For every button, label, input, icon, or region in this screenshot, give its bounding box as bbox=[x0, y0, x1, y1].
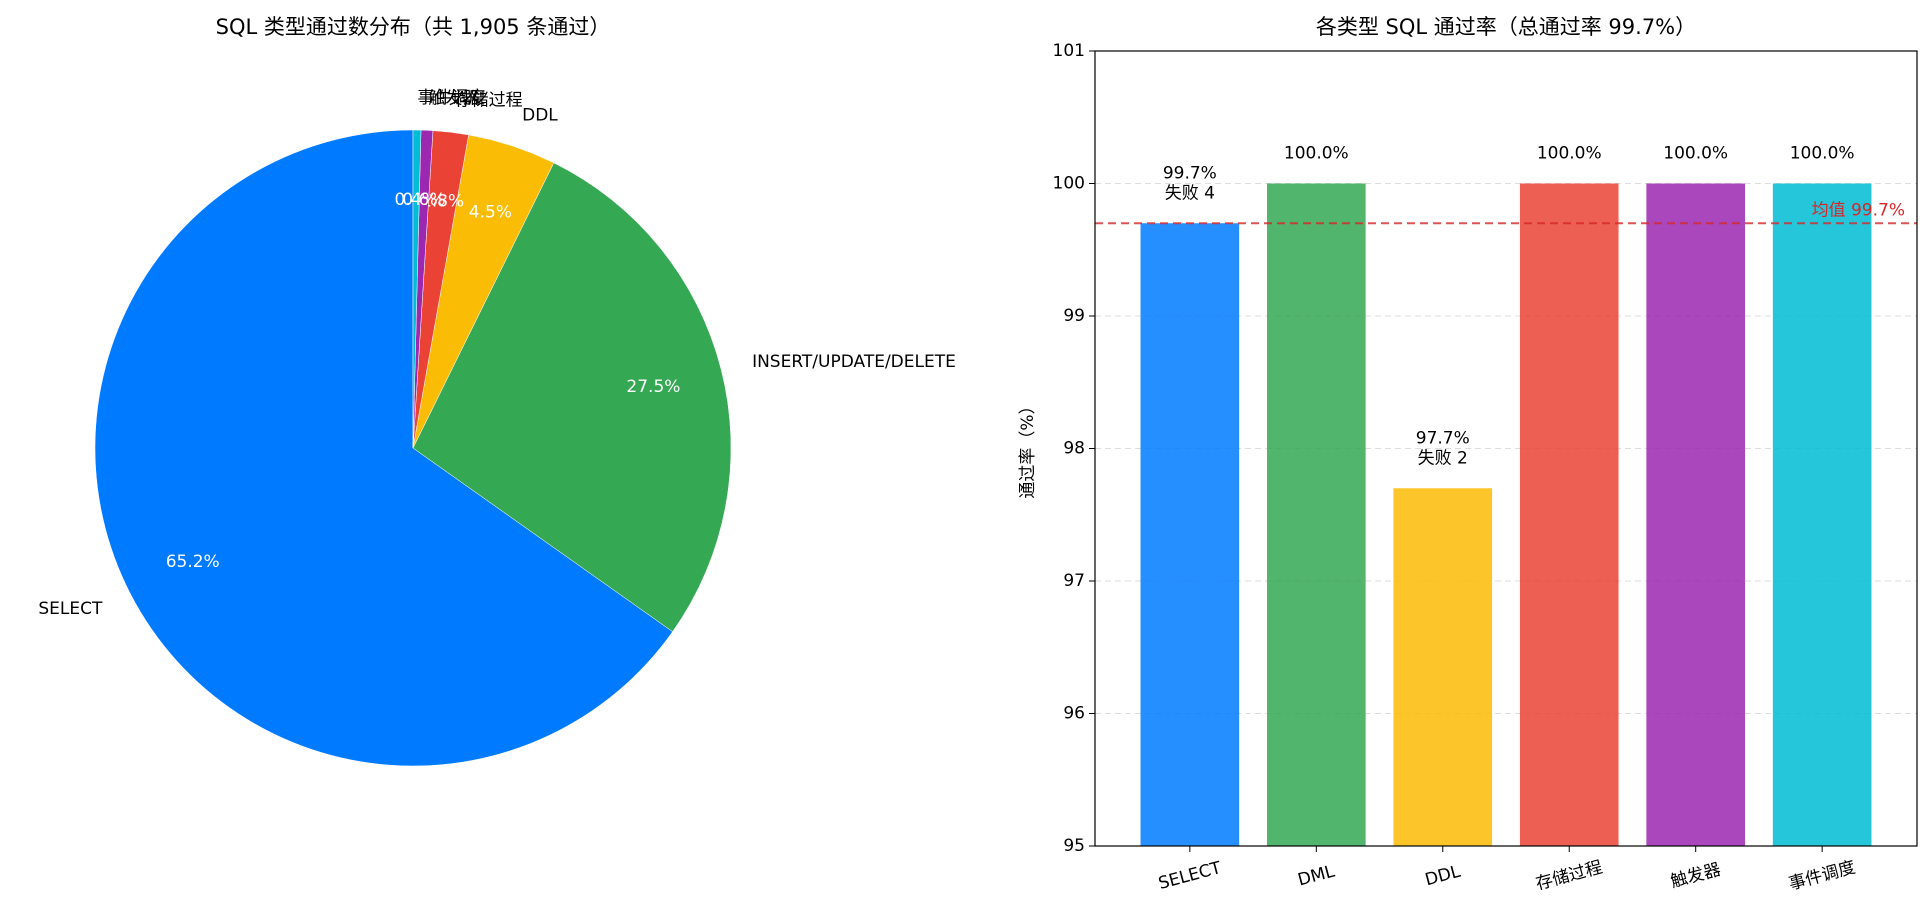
bar bbox=[1646, 183, 1746, 846]
y-tick-label: 98 bbox=[1063, 439, 1085, 459]
y-tick-label: 95 bbox=[1063, 836, 1085, 856]
slice-label: 触发器 bbox=[428, 89, 479, 109]
bar bbox=[1519, 183, 1619, 846]
value-label: 100.0% bbox=[1663, 144, 1728, 164]
slice-label: SELECT bbox=[38, 599, 103, 619]
slice-label: 事件调度 bbox=[417, 88, 485, 108]
bar bbox=[1140, 223, 1240, 846]
value-label: 100.0% bbox=[1284, 144, 1349, 164]
slice-percent: 65.2% bbox=[166, 552, 220, 572]
x-tick-label: DML bbox=[1296, 861, 1338, 890]
bar bbox=[1772, 183, 1872, 846]
value-label: 99.7% bbox=[1163, 163, 1217, 183]
value-label: 100.0% bbox=[1537, 144, 1602, 164]
slice-percent: 1.8% bbox=[421, 192, 464, 212]
x-tick-label: SELECT bbox=[1156, 858, 1224, 894]
x-tick-label: 存储过程 bbox=[1534, 858, 1605, 895]
fail-label: 失败 4 bbox=[1165, 183, 1215, 203]
slice-label: 存储过程 bbox=[455, 91, 523, 111]
bar bbox=[1393, 488, 1493, 846]
pie-title: SQL 类型通过数分布（共 1,905 条通过） bbox=[216, 15, 611, 39]
axes-frame bbox=[1094, 50, 1918, 847]
bar bbox=[1266, 183, 1366, 846]
slice-percent: 0.4% bbox=[395, 190, 438, 210]
slice-percent: 27.5% bbox=[626, 377, 680, 397]
slice-label: DDL bbox=[522, 106, 558, 126]
pie-slice bbox=[412, 129, 422, 449]
y-tick-label: 100 bbox=[1053, 174, 1085, 194]
y-tick-label: 101 bbox=[1053, 41, 1085, 61]
value-label: 97.7% bbox=[1416, 428, 1470, 448]
mean-label: 均值 99.7% bbox=[1812, 200, 1905, 220]
x-tick-label: DDL bbox=[1423, 862, 1463, 891]
bar-title: 各类型 SQL 通过率（总通过率 99.7%） bbox=[1316, 15, 1696, 39]
slice-label: INSERT/UPDATE/DELETE bbox=[752, 352, 956, 372]
fail-label: 失败 2 bbox=[1418, 448, 1468, 468]
slice-percent: 4.5% bbox=[469, 202, 512, 222]
pie-slice bbox=[412, 162, 732, 633]
x-tick-label: 事件调度 bbox=[1787, 858, 1858, 895]
y-tick-label: 97 bbox=[1063, 571, 1085, 591]
y-tick-label: 96 bbox=[1063, 704, 1085, 724]
pie-slice bbox=[94, 129, 673, 767]
y-tick-label: 99 bbox=[1063, 306, 1085, 326]
y-axis-label: 通过率（%） bbox=[1018, 397, 1038, 498]
x-tick-label: 触发器 bbox=[1668, 860, 1722, 893]
value-label: 100.0% bbox=[1790, 144, 1855, 164]
